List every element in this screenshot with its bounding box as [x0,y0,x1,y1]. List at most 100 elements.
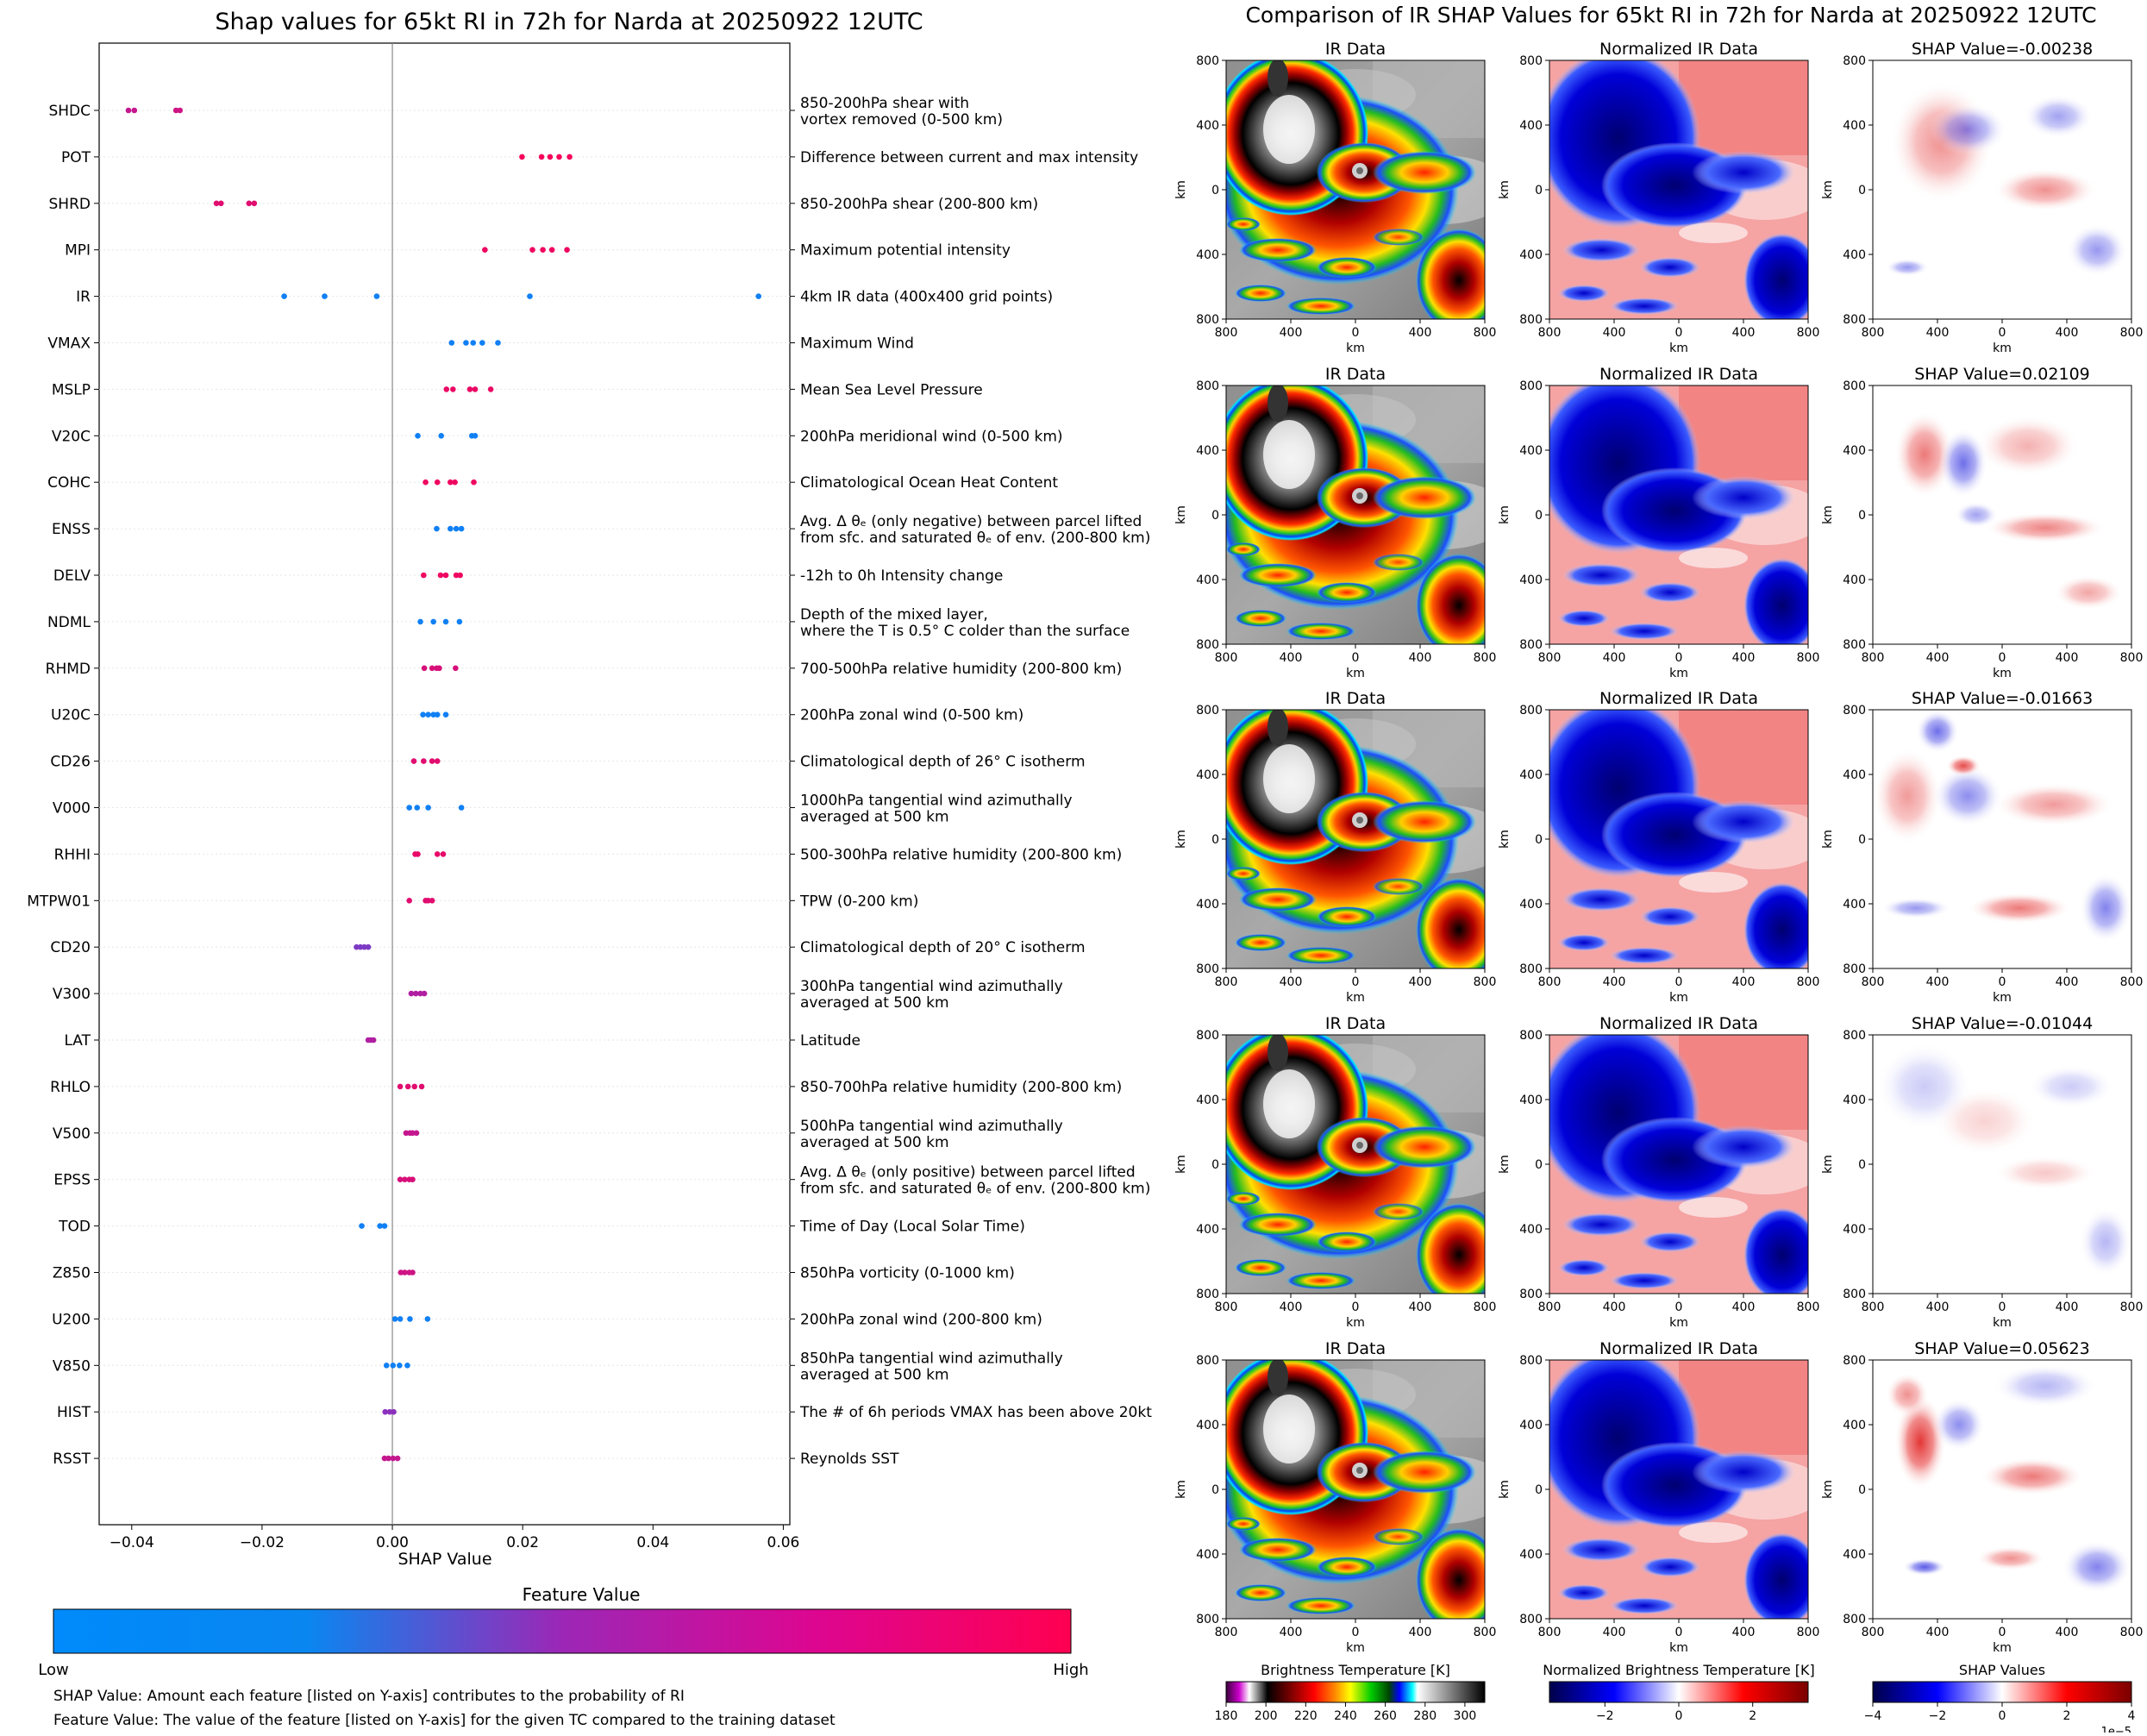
x-tick-label: 800 [1797,326,1820,340]
panel-image [1549,60,1808,319]
y-tick-label: 400 [1519,768,1543,782]
x-axis-label: km [1993,1316,2012,1330]
panel-title: SHAP Value=-0.00238 [1912,40,2093,59]
feature-label: U200 [52,1311,91,1328]
y-tick-label: 800 [1519,638,1543,652]
x-tick-label: 400 [1732,326,1756,340]
shap-point [456,618,463,625]
y-tick-label: 0 [1211,1158,1219,1172]
colorbar-tick-label: 260 [1374,1709,1397,1723]
x-axis-label: km [1669,342,1688,355]
x-tick-label: 400 [1280,326,1303,340]
shap-point [410,1176,416,1182]
feature-description: 850hPa tangential wind azimuthally [800,1350,1063,1367]
x-tick-label: 400 [1926,1300,1950,1314]
x-tick-label: 400 [1732,1626,1756,1639]
panel-image [1549,710,1808,968]
x-tick-label: 400 [1603,326,1626,340]
y-tick-label: 400 [1196,248,1219,262]
panel-image [1549,1360,1808,1619]
x-tick-label: 800 [1538,1626,1562,1639]
x-tick-label: 800 [2120,975,2144,989]
shap-point [397,1083,404,1090]
x-tick-label: 800 [1538,975,1562,989]
panel-image [1873,1360,2131,1619]
shap-point [403,1130,410,1137]
y-tick-label: 400 [1196,573,1219,587]
shap-point [443,386,450,392]
y-tick-label: 800 [1196,1029,1219,1043]
feature-description: averaged at 500 km [800,994,949,1012]
shap-point [438,433,445,439]
x-tick-label: −0.04 [110,1534,154,1551]
shap-point [408,990,415,997]
y-tick-label: 0 [1535,833,1543,847]
y-axis-label: km [1174,1480,1188,1499]
normalized-ir-panel: Normalized IR Data8008004004000040040080… [1498,40,1820,355]
x-tick-label: 0 [1352,975,1360,989]
shap-point [410,1269,416,1275]
feature-description: Maximum Wind [800,335,914,353]
x-tick-label: 400 [1603,975,1626,989]
y-axis-label: km [1174,505,1188,524]
y-tick-label: 800 [1843,962,1866,976]
feature-description: 850-200hPa shear with [800,95,969,112]
shap-chart-title: Shap values for 65kt RI in 72h for Narda… [215,9,923,35]
shap-point [410,758,417,764]
y-tick-label: 0 [1535,509,1543,523]
y-tick-label: 800 [1196,54,1219,68]
feature-description: where the T is 0.5° C colder than the su… [800,623,1130,640]
panel-title: Normalized IR Data [1599,1014,1758,1033]
y-tick-label: 400 [1843,768,1866,782]
panel-image [1226,710,1485,968]
feature-description: 700-500hPa relative humidity (200-800 km… [800,661,1122,678]
panel-title: Normalized IR Data [1599,1339,1758,1358]
y-tick-label: 0 [1858,833,1866,847]
shap-point [411,1083,418,1090]
y-tick-label: 800 [1843,379,1866,393]
shap-point [434,525,440,532]
shap-point [472,386,479,392]
feature-description: 850-700hPa relative humidity (200-800 km… [800,1079,1122,1096]
shap-point [424,1316,431,1322]
shap-point [359,1223,365,1229]
shap-point [448,340,455,346]
shap-point [487,386,494,392]
x-tick-label: 0 [1352,1626,1360,1639]
feature-description: Difference between current and max inten… [800,149,1138,166]
shap-map-panel: SHAP Value=0.021098008004004000040040080… [1821,365,2143,680]
panel-title: Normalized IR Data [1599,365,1758,384]
shap-point [404,1083,411,1090]
colorbar-tick-label: 200 [1255,1709,1278,1723]
shap-point [373,293,380,299]
shap-point [417,990,423,997]
feature-value-high: High [1053,1661,1088,1679]
panel-image [1226,385,1485,644]
x-axis-label: km [1346,991,1365,1005]
panel-title: IR Data [1325,40,1386,59]
shap-point [414,805,421,811]
y-tick-label: 400 [1196,768,1219,782]
feature-description: The # of 6h periods VMAX has been above … [799,1404,1152,1421]
x-tick-label: 400 [2056,975,2079,989]
shap-point [417,618,423,625]
feature-label: V500 [53,1125,91,1143]
shap-point [556,154,562,160]
shap-point [547,154,554,160]
normalized-ir-panel: Normalized IR Data8008004004000040040080… [1498,689,1819,1005]
shap-point [397,1269,404,1275]
x-axis-label: km [1993,1641,2012,1655]
feature-label: POT [61,149,91,166]
shap-point [434,758,441,764]
shap-point [404,1363,410,1369]
shap-point [425,805,431,811]
y-axis-label: km [1498,1155,1512,1174]
feature-description: averaged at 500 km [800,809,949,826]
shap-point [406,898,412,904]
shap-point [381,1223,388,1229]
shap-point [390,1455,397,1462]
colorbar: Normalized Brightness Temperature [K] −2 0… [1543,1662,1815,1723]
shap-map-panel: SHAP Value=0.056238008004004000040040080… [1821,1339,2143,1655]
shap-point [413,1130,420,1137]
shap-point [450,386,456,392]
